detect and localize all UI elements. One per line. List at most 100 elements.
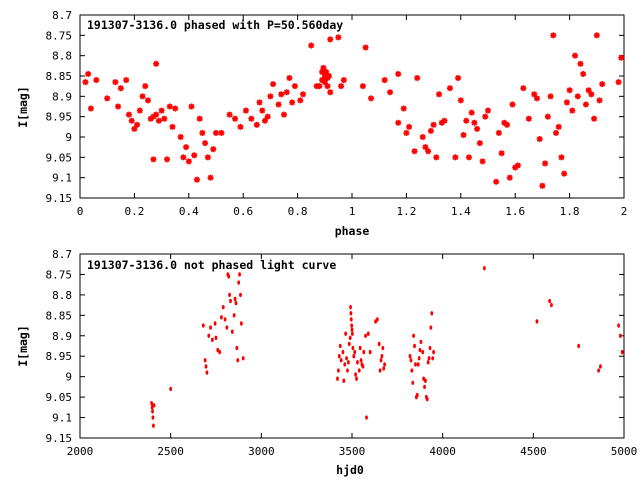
data-point — [561, 170, 568, 177]
data-point — [415, 392, 419, 398]
data-point — [325, 73, 332, 79]
data-point — [441, 117, 448, 124]
data-point — [485, 107, 491, 114]
data-point — [410, 368, 414, 373]
data-point — [145, 97, 151, 104]
data-point — [344, 331, 348, 336]
data-point — [338, 343, 342, 349]
data-point — [569, 107, 576, 114]
x-axis-label: phase — [335, 224, 370, 238]
data-point — [368, 349, 372, 355]
data-point — [335, 34, 342, 41]
data-point — [355, 376, 358, 381]
data-point — [547, 93, 554, 100]
data-point — [618, 54, 625, 61]
data-point — [337, 368, 340, 373]
data-point — [362, 349, 366, 355]
y-tick-label: 8.85 — [46, 70, 73, 83]
data-point — [550, 32, 557, 39]
data-point — [430, 311, 434, 316]
data-point — [350, 323, 354, 328]
data-point — [352, 354, 356, 359]
data-point — [152, 423, 155, 428]
data-point — [226, 111, 233, 118]
data-point — [324, 83, 331, 90]
data-point — [476, 140, 483, 147]
data-point — [321, 79, 328, 86]
data-point — [548, 298, 552, 304]
data-point — [550, 302, 553, 308]
data-point — [139, 93, 146, 100]
data-point — [354, 372, 358, 377]
data-point — [577, 343, 581, 349]
data-point — [131, 125, 138, 132]
data-point — [213, 321, 217, 326]
data-point — [199, 129, 206, 136]
x-tick-label: 4000 — [429, 445, 456, 458]
data-point — [457, 97, 464, 104]
data-point — [416, 362, 420, 367]
data-point — [357, 368, 361, 373]
data-point — [229, 298, 232, 304]
data-point — [596, 97, 603, 104]
data-point — [151, 409, 154, 414]
data-point — [183, 144, 190, 151]
data-point — [482, 266, 486, 271]
data-point — [343, 362, 347, 367]
data-point — [153, 111, 160, 118]
data-point — [542, 160, 549, 167]
data-point — [422, 144, 429, 151]
data-point — [161, 115, 168, 122]
data-point — [412, 333, 416, 338]
data-point — [286, 75, 293, 82]
data-point — [618, 333, 622, 338]
data-point — [128, 117, 135, 124]
data-point — [153, 60, 160, 67]
data-point — [381, 77, 388, 84]
data-point — [150, 156, 157, 163]
x-tick-label: 2 — [621, 205, 628, 218]
y-tick-label: 9.15 — [46, 192, 73, 205]
y-tick-label: 8.95 — [46, 111, 73, 124]
data-point — [364, 333, 367, 338]
data-point — [227, 274, 231, 279]
data-point — [452, 154, 459, 161]
y-tick-label: 8.7 — [52, 248, 72, 261]
data-point — [493, 178, 500, 185]
data-point — [411, 380, 415, 385]
x-tick-label: 1 — [349, 205, 356, 218]
data-point — [210, 337, 214, 343]
data-point — [351, 345, 355, 351]
data-point — [82, 79, 89, 86]
y-tick-label: 9 — [65, 131, 72, 144]
data-point — [413, 343, 416, 349]
chart-title: 191307-3136.0 not phased light curve — [87, 258, 336, 272]
data-point — [236, 358, 240, 363]
data-point — [115, 103, 122, 110]
data-point — [531, 91, 538, 98]
data-point — [471, 119, 478, 126]
data-point — [468, 109, 475, 116]
data-point — [205, 370, 209, 375]
data-point — [87, 105, 94, 112]
data-point — [539, 182, 546, 189]
data-point — [504, 121, 511, 128]
x-tick-label: 0.4 — [179, 205, 199, 218]
chart-title: 191307-3136.0 phased with P=50.560day — [87, 18, 343, 32]
data-point — [164, 156, 171, 163]
data-point — [150, 401, 154, 406]
data-point — [283, 89, 290, 96]
x-tick-label: 1.4 — [451, 205, 471, 218]
data-point — [221, 304, 225, 310]
data-point — [509, 101, 516, 108]
data-point — [297, 97, 304, 104]
data-point — [417, 356, 421, 361]
data-point — [428, 345, 432, 351]
y-tick-label: 8.7 — [52, 9, 72, 22]
data-point — [281, 111, 287, 118]
data-point — [430, 121, 437, 128]
data-point — [425, 396, 429, 402]
data-point — [201, 323, 205, 328]
data-point — [498, 150, 505, 157]
